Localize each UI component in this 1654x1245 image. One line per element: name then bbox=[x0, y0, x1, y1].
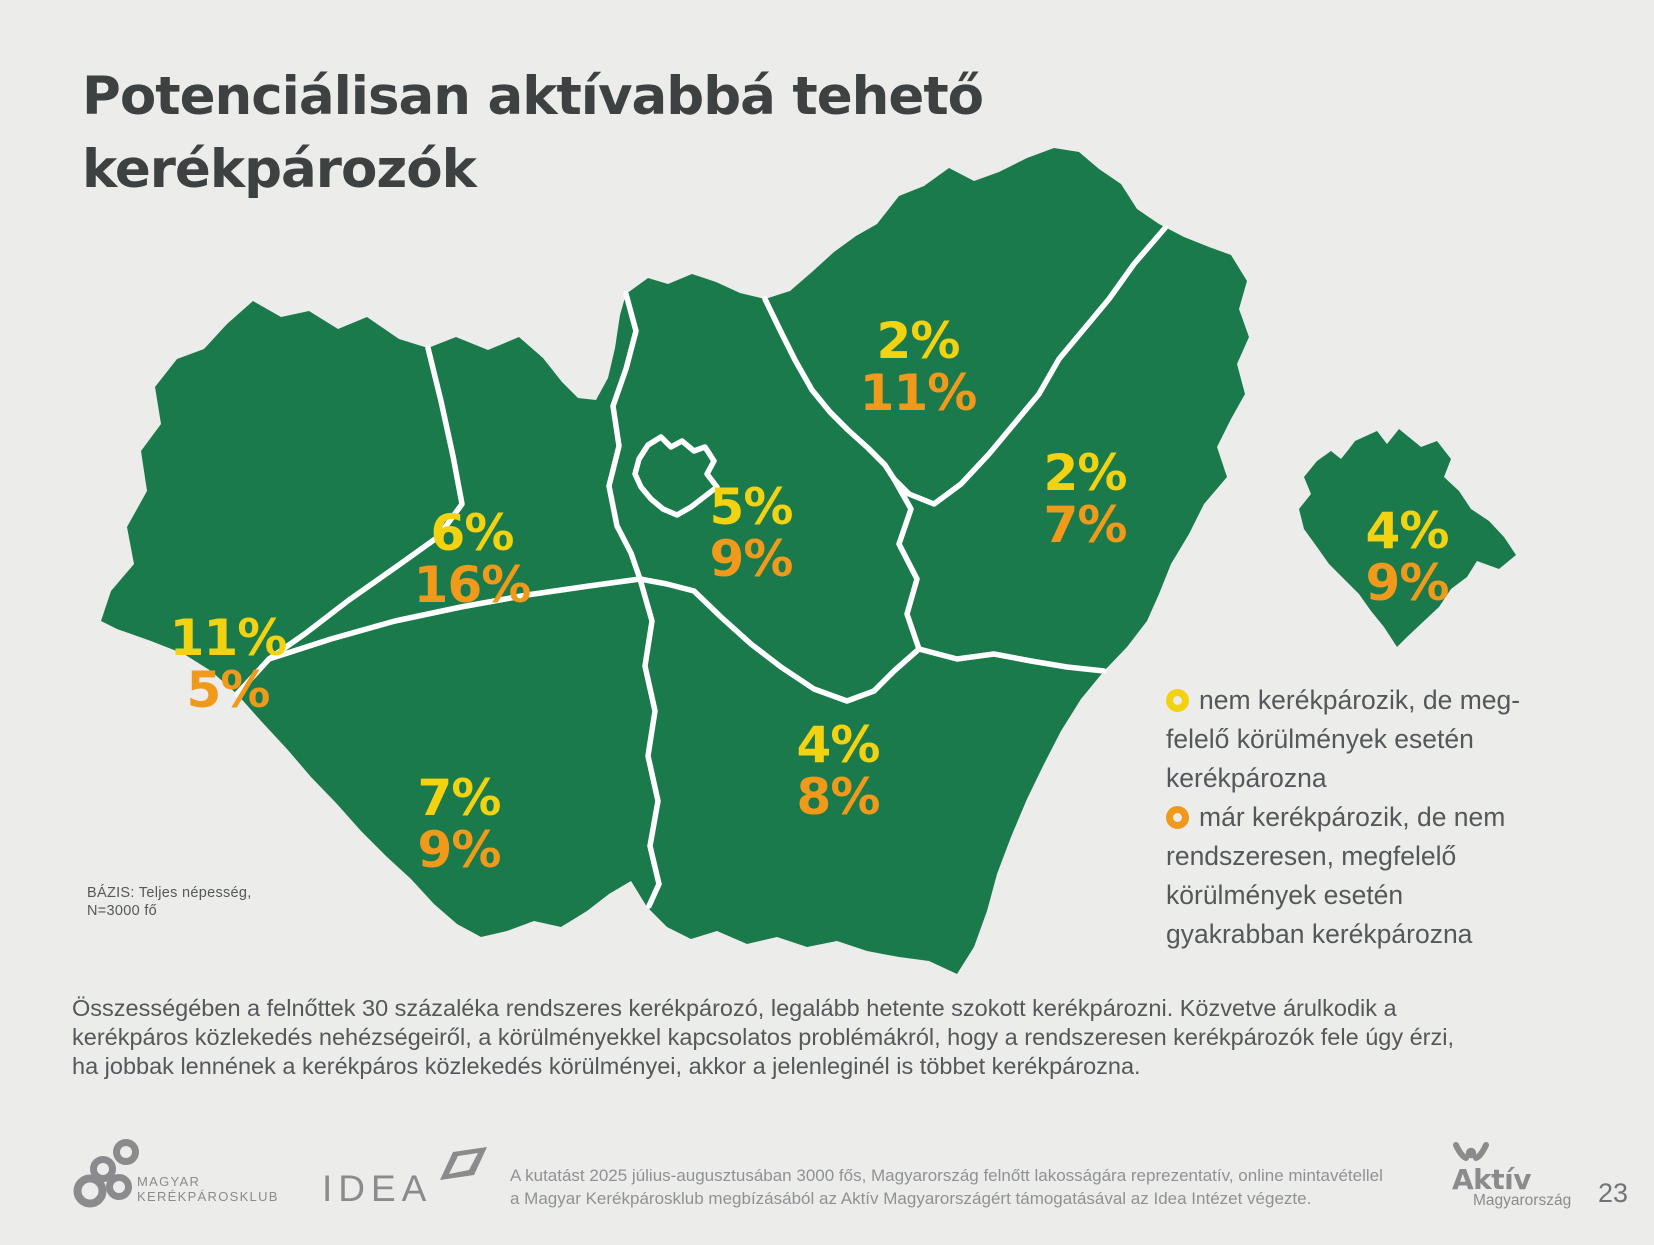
hungary-outline bbox=[101, 148, 1249, 974]
page-title-line-2: kerékpározók bbox=[82, 139, 477, 200]
budapest-inset-shape bbox=[1299, 429, 1516, 647]
legend-item-2-line-4: gyakrabban kerékpározna bbox=[1166, 915, 1526, 954]
border-centralwest-southwest bbox=[266, 576, 643, 662]
value-already-cycling: 9% bbox=[709, 530, 794, 588]
value-already-cycling: 16% bbox=[413, 556, 532, 614]
region-label-south-east: 4% 8% bbox=[796, 716, 881, 826]
legend-item-2-line-2: rendszeresen, megfelelő bbox=[1166, 837, 1526, 876]
region-label-central: 5% 9% bbox=[709, 478, 794, 588]
value-not-yet-cycling: 4% bbox=[796, 716, 881, 774]
region-label-budapest-inset: 4% 9% bbox=[1365, 502, 1450, 612]
region-label-central-west: 6% 16% bbox=[413, 504, 532, 614]
value-already-cycling: 11% bbox=[859, 364, 978, 422]
mkk-logo-line-1: MAGYAR bbox=[137, 1174, 201, 1189]
border-central-north bbox=[762, 296, 897, 482]
basis-note: BÁZIS: Teljes népesség, N=3000 fő bbox=[87, 884, 252, 920]
border-central-southeast bbox=[637, 576, 922, 704]
mkk-logo-icon bbox=[73, 1139, 139, 1208]
legend-text: rendszeresen, megfelelő bbox=[1166, 841, 1457, 871]
page-title: Potenciálisan aktívabbá tehető kerékpáro… bbox=[82, 60, 1282, 206]
summary-paragraph: Összességében a felnőttek 30 százaléka r… bbox=[72, 994, 1454, 1081]
border-east-southeast bbox=[916, 646, 1107, 674]
basis-note-line-1: BÁZIS: Teljes népesség, bbox=[87, 885, 252, 901]
value-already-cycling: 8% bbox=[796, 768, 881, 826]
aktiv-logo-text: Aktív bbox=[1452, 1163, 1532, 1196]
border-west-centralwest bbox=[234, 345, 465, 697]
region-label-north: 2% 11% bbox=[859, 312, 978, 422]
border-danube-south bbox=[637, 576, 662, 909]
region-label-east: 2% 7% bbox=[1043, 444, 1128, 554]
mkk-logo-line-2: KERÉKPÁROSKLUB bbox=[137, 1189, 279, 1204]
legend-item-1-line-3: kerékpározna bbox=[1166, 759, 1526, 798]
value-not-yet-cycling: 4% bbox=[1365, 502, 1450, 560]
value-not-yet-cycling: 5% bbox=[709, 478, 794, 536]
legend-item-2-line-3: körülmények esetén bbox=[1166, 876, 1526, 915]
summary-line-2: kerékpáros közlekedés nehézségeiről, a k… bbox=[72, 1024, 1455, 1050]
aktiv-person-icon bbox=[1453, 1142, 1489, 1161]
value-not-yet-cycling: 2% bbox=[1043, 444, 1128, 502]
page-title-line-1: Potenciálisan aktívabbá tehető bbox=[82, 66, 984, 127]
legend-item-2-line-1: már kerékpározik, de nem bbox=[1166, 798, 1526, 837]
legend-text: már kerékpározik, de nem bbox=[1199, 802, 1506, 832]
summary-line-1: Összességében a felnőttek 30 százaléka r… bbox=[72, 995, 1397, 1021]
orange-ring-icon bbox=[1166, 806, 1189, 829]
mkk-logo-text: MAGYAR KERÉKPÁROSKLUB bbox=[137, 1174, 279, 1204]
idea-logo-icon bbox=[440, 1147, 487, 1180]
value-not-yet-cycling: 7% bbox=[417, 769, 502, 827]
aktiv-logo-subtext: Magyarország bbox=[1473, 1192, 1572, 1209]
summary-line-3: ha jobbak lennének a kerékpáros közleked… bbox=[72, 1053, 1141, 1079]
yellow-ring-icon bbox=[1166, 689, 1189, 712]
legend-text: felelő körülmények esetén bbox=[1166, 724, 1474, 754]
border-central-east bbox=[891, 476, 922, 652]
footer-note: A kutatást 2025 július-augusztusában 300… bbox=[510, 1164, 1383, 1210]
footer-note-line-2: a Magyar Kerékpárosklub megbízásából az … bbox=[510, 1189, 1312, 1208]
value-already-cycling: 5% bbox=[186, 661, 271, 719]
value-already-cycling: 9% bbox=[1365, 554, 1450, 612]
border-danube-north bbox=[606, 291, 643, 582]
page-number: 23 bbox=[1598, 1178, 1629, 1208]
region-label-south-west: 7% 9% bbox=[417, 769, 502, 879]
value-not-yet-cycling: 11% bbox=[169, 609, 288, 667]
border-north-east bbox=[891, 225, 1168, 507]
legend-text: kerékpározna bbox=[1166, 763, 1327, 793]
value-not-yet-cycling: 2% bbox=[876, 312, 961, 370]
legend-text: nem kerékpározik, de meg- bbox=[1199, 685, 1521, 715]
value-not-yet-cycling: 6% bbox=[430, 504, 515, 562]
legend-item-1-line-1: nem kerékpározik, de meg- bbox=[1166, 681, 1526, 720]
legend-item-1-line-2: felelő körülmények esetén bbox=[1166, 720, 1526, 759]
budapest-outline bbox=[632, 434, 720, 518]
value-already-cycling: 9% bbox=[417, 821, 502, 879]
footer-note-line-1: A kutatást 2025 július-augusztusában 300… bbox=[510, 1166, 1383, 1185]
legend-text: körülmények esetén bbox=[1166, 880, 1404, 910]
region-label-west: 11% 5% bbox=[169, 609, 288, 719]
value-already-cycling: 7% bbox=[1043, 496, 1128, 554]
legend: nem kerékpározik, de meg- felelő körülmé… bbox=[1166, 681, 1526, 954]
basis-note-line-2: N=3000 fő bbox=[87, 903, 158, 919]
legend-text: gyakrabban kerékpározna bbox=[1166, 919, 1473, 949]
idea-logo-text: IDEA bbox=[322, 1168, 433, 1209]
